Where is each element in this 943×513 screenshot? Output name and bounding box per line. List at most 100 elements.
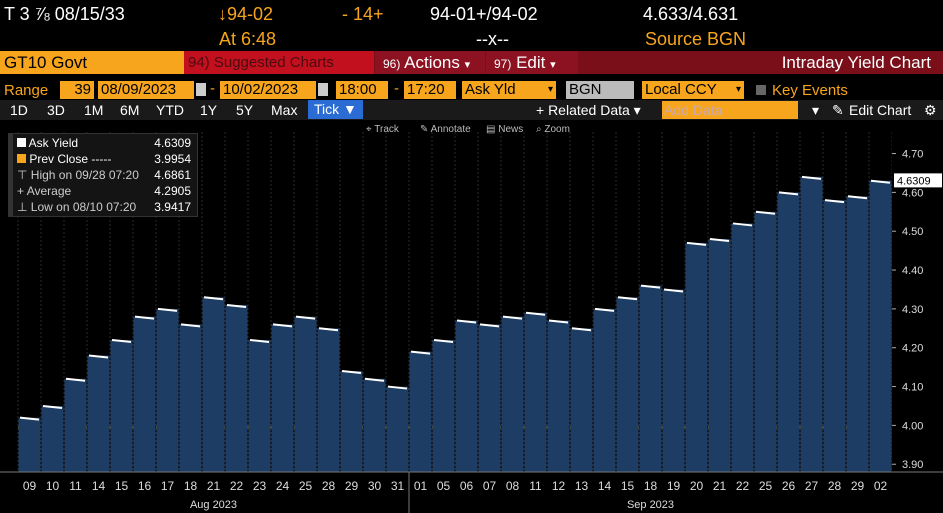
calendar-icon[interactable] — [196, 83, 206, 96]
price-line — [433, 338, 454, 343]
x-tick-label: 21 — [713, 479, 727, 493]
tick-select[interactable]: Tick ▼ — [308, 100, 363, 119]
ticker-field[interactable]: GT10 Govt — [0, 51, 184, 74]
price-line — [456, 319, 477, 324]
zoom-icon: ⌕ — [536, 124, 542, 135]
security-name: T 3 ⅞ 08/15/33 — [4, 4, 125, 24]
legend-label: High on 09/28 07:20 — [30, 168, 139, 182]
y-tick-label: 4.40 — [902, 265, 923, 277]
legend-item-average: + Average — [17, 184, 72, 198]
source-select[interactable]: BGN — [566, 81, 634, 99]
y-axis: 3.90 4.00 4.10 4.20 4.30 4.40 4.50 4.60 4.70 4.63… — [892, 120, 943, 472]
field-select[interactable]: Ask Yld ▾ — [462, 81, 556, 99]
news-icon: ▤ — [486, 124, 496, 135]
bar — [409, 351, 432, 472]
legend-value: 4.2905 — [154, 184, 191, 198]
add-data-input[interactable]: Add Data — [662, 101, 798, 119]
period-1m[interactable]: 1M — [84, 102, 104, 118]
range-input[interactable]: 39 — [60, 81, 94, 99]
annotate-tool[interactable]: ✎ Annotate — [420, 124, 471, 135]
y-tick-label: 4.50 — [902, 226, 923, 238]
field-select-value: Ask Yld — [465, 81, 516, 98]
yield-bid-ask: 4.633/4.631 — [643, 4, 739, 24]
bar — [455, 320, 478, 472]
price-line — [870, 179, 891, 184]
y-tick-label: 4.20 — [902, 343, 923, 355]
period-1y[interactable]: 1Y — [200, 102, 218, 118]
period-3d[interactable]: 3D — [47, 102, 65, 118]
suggested-charts-button[interactable]: 94) Suggested Charts — [184, 51, 374, 74]
price-line — [755, 210, 776, 215]
x-tick-label: 28 — [828, 479, 842, 493]
news-tool[interactable]: ▤ News — [486, 124, 523, 135]
legend-label: Ask Yield — [28, 136, 79, 150]
period-max[interactable]: Max — [271, 102, 298, 118]
legend-label: Prev Close ----- — [29, 152, 112, 166]
price-line — [732, 222, 753, 227]
chart-bars — [18, 175, 892, 473]
legend-handle[interactable] — [9, 134, 13, 216]
period-6m[interactable]: 6M — [120, 102, 140, 118]
x-tick-label: 29 — [851, 479, 865, 493]
x-tick-label: 21 — [207, 479, 221, 493]
x-tick-label: 29 — [345, 479, 359, 493]
start-time-input[interactable]: 18:00 — [336, 81, 388, 99]
x-tick-label: 18 — [644, 479, 658, 493]
zoom-tool[interactable]: ⌕ Zoom — [536, 124, 570, 135]
x-tick-label: 05 — [437, 479, 451, 493]
pencil-icon[interactable]: ✎ — [832, 102, 844, 118]
suggested-label: Suggested Charts — [213, 54, 334, 71]
x-tick-label: 13 — [575, 479, 589, 493]
x-tick-label: 31 — [391, 479, 405, 493]
gear-icon[interactable]: ⚙ — [924, 102, 937, 118]
x-tick-label: 14 — [598, 479, 612, 493]
news-label: News — [498, 124, 524, 135]
time-label: At 6:48 — [219, 29, 277, 49]
dropdown-icon[interactable]: ▾ — [812, 102, 820, 118]
period-ytd[interactable]: YTD — [156, 102, 184, 118]
price-line — [295, 315, 316, 320]
key-events-checkbox[interactable] — [756, 85, 766, 95]
end-time-input[interactable]: 17:20 — [404, 81, 456, 99]
bar — [432, 339, 455, 472]
end-date-input[interactable]: 10/02/2023 — [220, 81, 316, 99]
calendar-icon[interactable] — [318, 83, 328, 96]
x-tick-label: 25 — [759, 479, 773, 493]
legend-label: Average — [26, 184, 72, 198]
actions-menu[interactable]: 96) Actions ▾ — [375, 51, 485, 74]
bar — [110, 339, 133, 472]
period-1d[interactable]: 1D — [10, 102, 28, 118]
chevron-down-icon: ▾ — [547, 84, 553, 95]
x-tick-label: 16 — [138, 479, 152, 493]
range-label: Range — [4, 82, 49, 99]
tick-change: - 14+ — [342, 4, 384, 24]
yield-chart[interactable]: 3.90 4.00 4.10 4.20 4.30 4.40 4.50 4.60 4.70 4.63… — [0, 120, 943, 513]
x-tick-label: 01 — [414, 479, 428, 493]
price-line — [640, 284, 661, 289]
price-line — [709, 237, 730, 242]
related-data-menu[interactable]: + Related Data ▾ — [536, 102, 641, 118]
crosshair-icon: ⌖ — [366, 124, 372, 135]
bar — [271, 324, 294, 472]
bar — [202, 297, 225, 472]
bar — [248, 339, 271, 472]
period-5y[interactable]: 5Y — [236, 102, 254, 118]
edit-chart-button[interactable]: Edit Chart — [849, 102, 912, 118]
x-tick-label: 11 — [69, 479, 82, 493]
legend-item-prev-close: Prev Close ----- — [17, 152, 111, 166]
price-line — [824, 199, 845, 204]
start-date-input[interactable]: 08/09/2023 — [98, 81, 194, 99]
price-line — [686, 241, 707, 246]
bar — [524, 312, 547, 472]
range-controls: Range 39 08/09/2023 - 10/02/2023 18:00 -… — [0, 80, 943, 101]
x-tick-label: 07 — [483, 479, 497, 493]
price-line — [617, 296, 638, 301]
y-tick-label: 4.30 — [902, 304, 923, 316]
chart-legend[interactable]: Ask Yield 4.6309 Prev Close ----- 3.9954… — [8, 133, 198, 217]
track-tool[interactable]: ⌖ Track — [366, 124, 399, 135]
x-tick-label: 15 — [621, 479, 635, 493]
edit-menu[interactable]: 97) Edit ▾ — [486, 51, 578, 74]
currency-select[interactable]: Local CCY ▾ — [642, 81, 744, 99]
source-label: Source BGN — [645, 29, 747, 49]
price-line — [571, 327, 592, 332]
